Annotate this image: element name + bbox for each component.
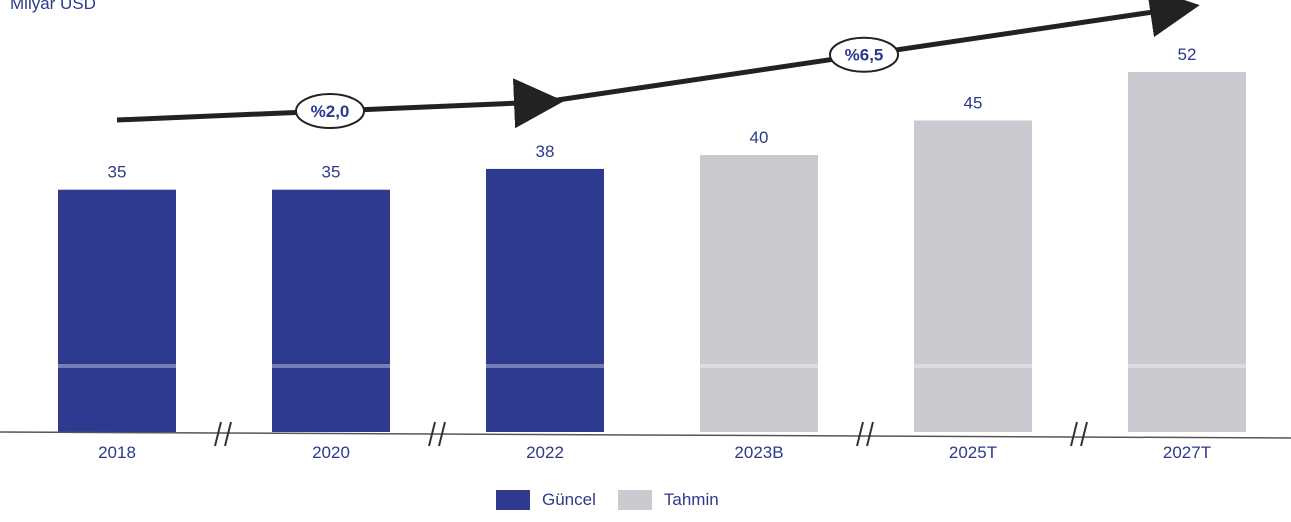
growth-badge-1 [829,36,899,73]
axis-break-a-4 [1070,421,1078,447]
growth-label-0: %2,0 [311,102,350,121]
bar-2022 [486,168,604,432]
data-label-2018: 35 [108,163,127,182]
bar-band-2022 [486,364,604,368]
bar-band-2023B [700,364,818,368]
axis-break-b-1 [438,421,446,447]
legend-item-guncel: Güncel [496,490,596,510]
axis-break-b-4 [1080,421,1088,447]
tick-label-2023B: 2023B [734,443,783,462]
legend-label-tahmin: Tahmin [663,490,719,509]
bar-band-2018 [58,364,176,368]
bar-band-2025T [914,364,1032,368]
x-axis-line [0,431,1291,439]
growth-label-1: %6,5 [845,46,884,65]
growth-badge-0 [295,93,365,130]
axis-break-a-0 [214,421,222,447]
axis-break-b-0 [224,421,232,447]
bar-2020 [272,189,390,432]
axis-break-b-3 [866,421,874,447]
tick-label-2027T: 2027T [1163,443,1211,462]
tick-label-2018: 2018 [98,443,136,462]
legend-label-guncel: Güncel [542,490,596,509]
bar-band-2020 [272,364,390,368]
legend-swatch-tahmin [617,490,652,510]
tick-label-2020: 2020 [312,443,350,462]
data-label-2022: 38 [536,142,555,161]
data-label-2023B: 40 [750,128,769,147]
tick-label-2025T: 2025T [949,443,997,462]
legend-swatch-guncel [496,490,530,510]
data-label-2020: 35 [322,163,341,182]
unit-label: Milyar USD [10,0,96,13]
data-label-2025T: 45 [964,93,983,112]
tick-label-2022: 2022 [526,443,564,462]
legend-item-tahmin: Tahmin [617,490,719,510]
bar-2025T [914,120,1032,432]
bar-2027T [1128,72,1246,432]
data-label-2027T: 52 [1178,45,1197,64]
bar-band-2027T [1128,364,1246,368]
bar-2018 [58,189,176,432]
bar-2023B [700,155,818,433]
legend: Güncel Tahmin [496,490,741,510]
axis-break-a-1 [428,421,436,447]
axis-break-a-3 [856,421,864,447]
